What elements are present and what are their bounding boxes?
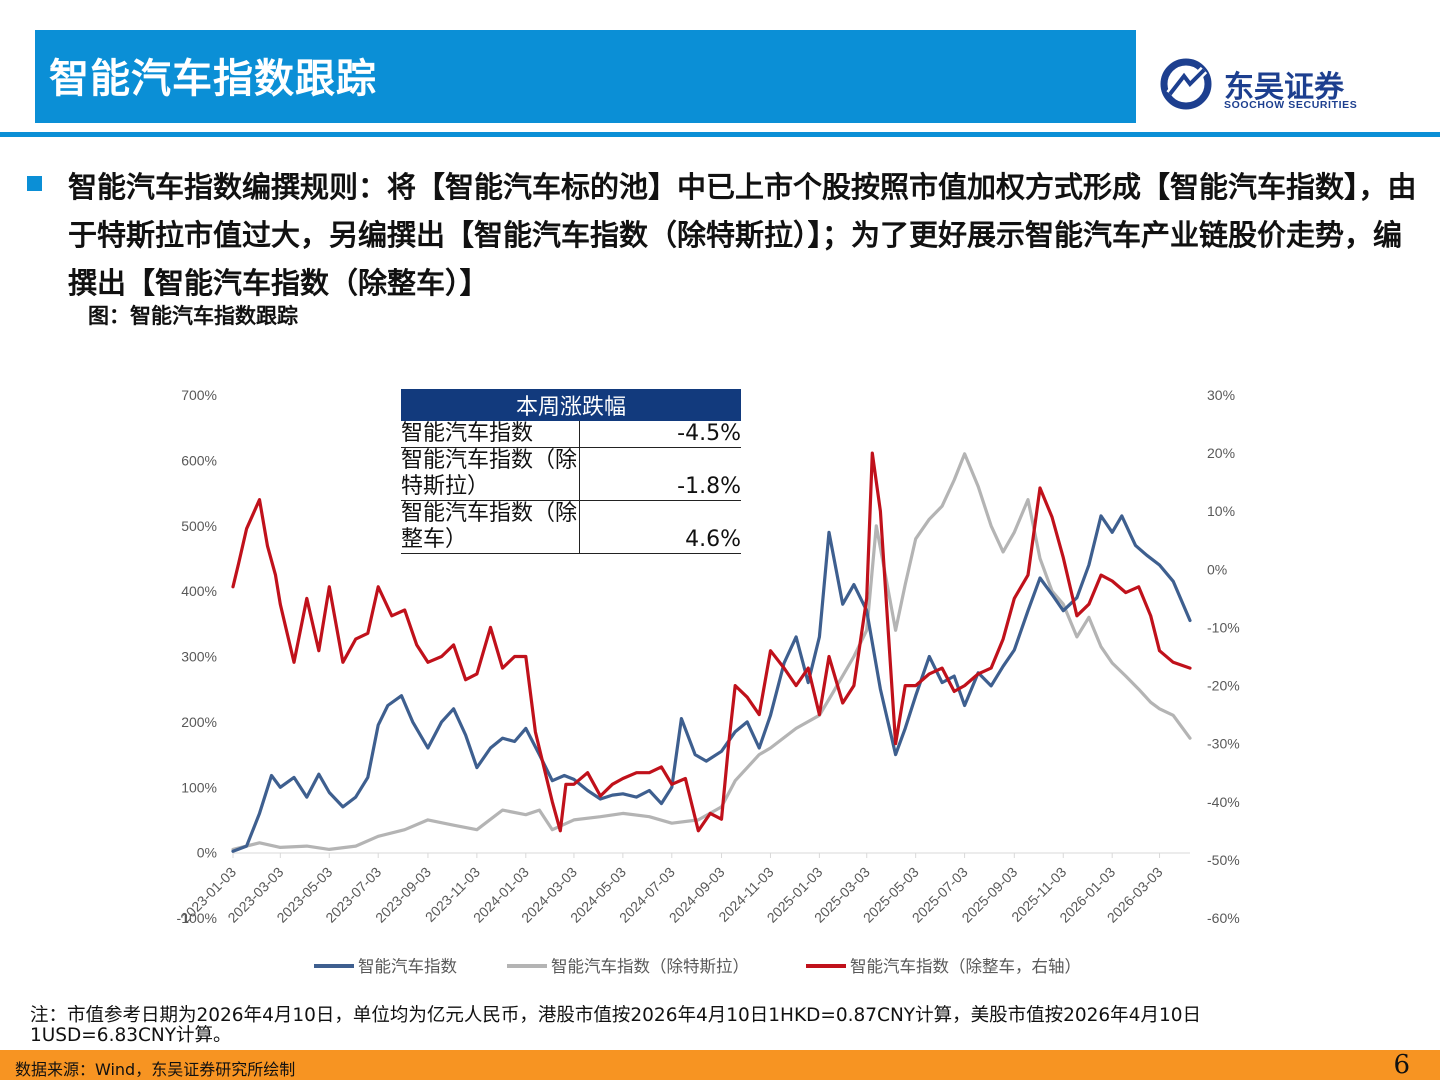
y-left-tick-label: 400% <box>181 583 217 599</box>
weekly-change-table: 本周涨跌幅 智能汽车指数 -4.5% 智能汽车指数（除特斯拉） -1.8% 智能… <box>401 389 741 554</box>
y-right-tick-label: 10% <box>1207 503 1235 519</box>
y-left-tick-label: 500% <box>181 518 217 534</box>
y-right-tick-label: -50% <box>1207 852 1240 868</box>
figure-title: 图：智能汽车指数跟踪 <box>88 304 298 328</box>
legend-label: 智能汽车指数（除整车，右轴） <box>850 957 1081 976</box>
table-row: 智能汽车指数 -4.5% <box>401 421 741 448</box>
table-row: 智能汽车指数（除整车） 4.6% <box>401 500 741 554</box>
index-line-chart: -100% 0% 100% 200% 300% 400% 500% 600% 700% -60% -… <box>177 387 1240 976</box>
bullet-text: 智能汽车指数编撰规则：将【智能汽车标的池】中已上市个股按照市值加权方式形成【智能… <box>68 170 1417 300</box>
y-left-tick-label: 100% <box>181 779 217 795</box>
y-right-tick-label: -60% <box>1207 910 1240 926</box>
table-cell-value: 4.6% <box>579 500 741 554</box>
y-right-tick-label: 20% <box>1207 445 1235 461</box>
title-bar: 智能汽车指数跟踪 <box>35 30 1136 123</box>
weekly-table-header: 本周涨跌幅 <box>401 389 741 421</box>
logo-name: 东吴证券 <box>1224 70 1344 105</box>
logo-name-en: SOOCHOW SECURITIES <box>1224 99 1358 111</box>
header-divider <box>0 132 1440 137</box>
y-right-tick-label: -40% <box>1207 794 1240 810</box>
legend-label: 智能汽车指数 <box>358 957 458 976</box>
y-right-tick-label: 0% <box>1207 561 1227 577</box>
y-right-tick-label: -10% <box>1207 619 1240 635</box>
company-logo: 东吴证券 SOOCHOW SECURITIES <box>1160 58 1380 118</box>
table-cell-name: 智能汽车指数（除整车） <box>401 500 580 554</box>
series-line-0 <box>231 514 1192 853</box>
y-left-tick-label: 0% <box>197 845 217 861</box>
footnote: 注：市值参考日期为2026年4月10日，单位均为亿元人民币，港股市值按2026年… <box>30 1005 1201 1046</box>
table-cell-name: 智能汽车指数 <box>401 421 580 448</box>
page-number: 6 <box>1393 1050 1410 1080</box>
series-line-2 <box>231 451 1192 833</box>
y-right-tick-label: -20% <box>1207 678 1240 694</box>
y-left-tick-label: 200% <box>181 714 217 730</box>
soochow-logo-icon <box>1160 58 1212 110</box>
y-right-tick-label: 30% <box>1207 387 1235 403</box>
bullet-marker <box>27 176 42 191</box>
table-cell-value: -4.5% <box>579 421 741 448</box>
table-row: 智能汽车指数（除特斯拉） -1.8% <box>401 447 741 501</box>
y-left-tick-label: 300% <box>181 649 217 665</box>
table-cell-name: 智能汽车指数（除特斯拉） <box>401 447 580 501</box>
data-source: 数据来源：Wind，东吴证券研究所绘制 <box>15 1060 296 1079</box>
footer-bar: 数据来源：Wind，东吴证券研究所绘制 6 <box>0 1050 1440 1080</box>
page-title: 智能汽车指数跟踪 <box>49 56 377 102</box>
legend-label: 智能汽车指数（除特斯拉） <box>551 957 749 976</box>
y-right-tick-label: -30% <box>1207 736 1240 752</box>
table-cell-value: -1.8% <box>579 447 741 501</box>
series-line-1 <box>231 452 1192 852</box>
y-left-tick-label: -100% <box>177 910 217 926</box>
y-left-tick-label: 700% <box>181 387 217 403</box>
y-left-tick-label: 600% <box>181 452 217 468</box>
